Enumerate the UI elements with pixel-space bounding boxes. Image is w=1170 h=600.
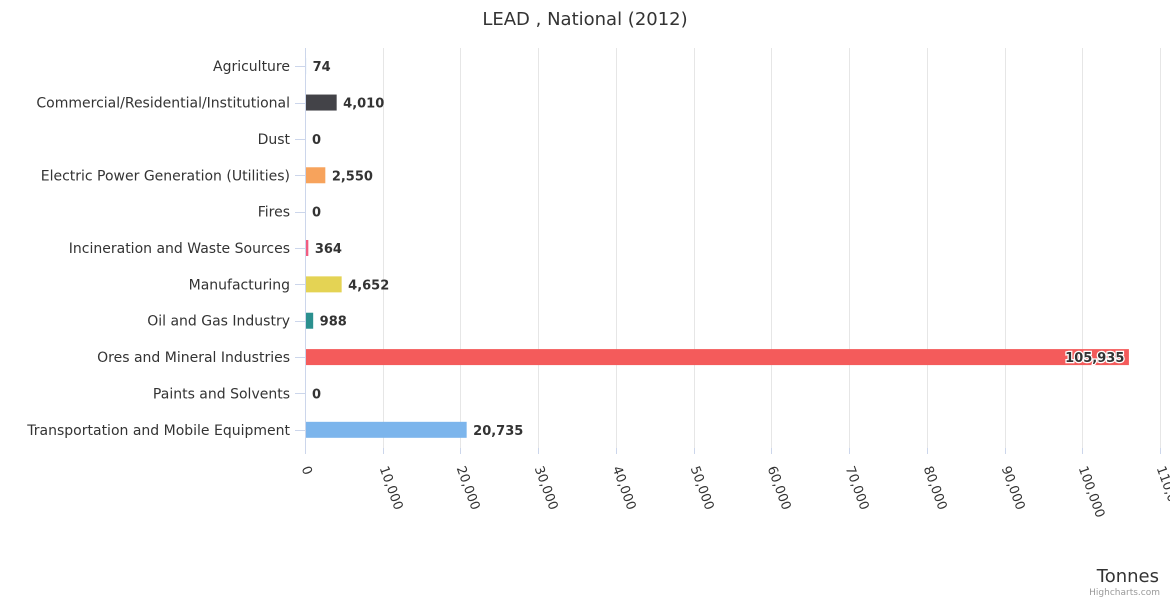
category-axis bbox=[295, 48, 306, 448]
category-label: Incineration and Waste Sources bbox=[69, 241, 290, 257]
category-label: Commercial/Residential/Institutional bbox=[36, 96, 290, 112]
credits-link[interactable]: Highcharts.com bbox=[1089, 588, 1160, 598]
category-label: Transportation and Mobile Equipment bbox=[26, 423, 290, 439]
category-label: Electric Power Generation (Utilities) bbox=[41, 168, 290, 184]
data-label: 20,735 bbox=[473, 424, 523, 439]
data-label: 988 bbox=[320, 315, 347, 330]
bar[interactable] bbox=[305, 421, 467, 438]
data-label: 0 bbox=[312, 387, 321, 402]
category-label: Ores and Mineral Industries bbox=[97, 350, 290, 366]
bar[interactable] bbox=[305, 312, 314, 329]
data-labels: 74 4,010 0 2,550 0 364 4,652 988 105,935 0 20,735 bbox=[312, 60, 1126, 439]
bar[interactable] bbox=[305, 349, 1129, 366]
category-label: Manufacturing bbox=[189, 277, 290, 293]
data-label: 4,010 bbox=[343, 97, 384, 112]
bars bbox=[305, 58, 1129, 438]
value-axis-title: Tonnes bbox=[1096, 566, 1159, 587]
data-label: 4,652 bbox=[348, 278, 389, 293]
chart-title: LEAD , National (2012) bbox=[482, 9, 687, 30]
data-label: 364 bbox=[315, 242, 342, 257]
data-label: 0 bbox=[312, 206, 321, 221]
bar[interactable] bbox=[305, 167, 326, 184]
category-labels: Agriculture Commercial/Residential/Instit… bbox=[26, 59, 290, 439]
category-label: Paints and Solvents bbox=[153, 386, 290, 402]
category-label: Fires bbox=[258, 205, 290, 221]
bar[interactable] bbox=[305, 240, 309, 256]
bar[interactable] bbox=[305, 276, 342, 293]
category-label: Dust bbox=[258, 132, 291, 148]
bar[interactable] bbox=[305, 94, 337, 111]
category-label: Agriculture bbox=[213, 59, 290, 75]
data-label: 0 bbox=[312, 133, 321, 148]
category-label: Oil and Gas Industry bbox=[147, 314, 290, 330]
data-label: 74 bbox=[313, 60, 331, 75]
data-label: 105,935 bbox=[1065, 351, 1124, 366]
data-label: 2,550 bbox=[332, 169, 373, 184]
gridlines bbox=[305, 48, 1161, 454]
